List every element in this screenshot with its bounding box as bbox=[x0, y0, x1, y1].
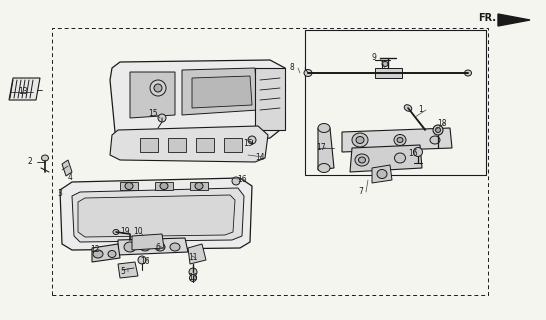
Text: 16: 16 bbox=[237, 175, 247, 185]
Polygon shape bbox=[118, 238, 188, 255]
Text: 7: 7 bbox=[358, 188, 363, 196]
Text: 10: 10 bbox=[133, 228, 143, 236]
Ellipse shape bbox=[138, 256, 146, 264]
Ellipse shape bbox=[433, 125, 443, 135]
Polygon shape bbox=[255, 68, 285, 130]
Ellipse shape bbox=[108, 251, 116, 258]
Polygon shape bbox=[110, 60, 285, 142]
Ellipse shape bbox=[195, 182, 203, 189]
Ellipse shape bbox=[232, 177, 240, 185]
Ellipse shape bbox=[356, 137, 364, 143]
Ellipse shape bbox=[318, 124, 330, 132]
Ellipse shape bbox=[160, 182, 168, 189]
Polygon shape bbox=[62, 160, 72, 176]
Text: 16: 16 bbox=[188, 274, 198, 283]
Ellipse shape bbox=[352, 133, 368, 147]
Text: 17: 17 bbox=[316, 143, 325, 153]
Polygon shape bbox=[92, 244, 120, 262]
Ellipse shape bbox=[318, 164, 330, 172]
Ellipse shape bbox=[430, 136, 440, 144]
Polygon shape bbox=[155, 182, 173, 190]
Ellipse shape bbox=[170, 243, 180, 251]
Text: 6: 6 bbox=[155, 244, 160, 252]
Text: 15: 15 bbox=[148, 109, 158, 118]
Ellipse shape bbox=[377, 170, 387, 179]
Ellipse shape bbox=[150, 80, 166, 96]
Polygon shape bbox=[182, 68, 258, 115]
Ellipse shape bbox=[124, 242, 136, 252]
Polygon shape bbox=[72, 188, 244, 242]
Text: FR.: FR. bbox=[478, 13, 496, 23]
Ellipse shape bbox=[304, 69, 312, 76]
Ellipse shape bbox=[155, 243, 165, 251]
Text: 13: 13 bbox=[18, 87, 28, 97]
Text: 4: 4 bbox=[68, 173, 73, 182]
Text: 19: 19 bbox=[120, 228, 129, 236]
Text: 8: 8 bbox=[290, 63, 295, 73]
Polygon shape bbox=[78, 195, 235, 237]
Polygon shape bbox=[372, 165, 392, 183]
Polygon shape bbox=[140, 138, 158, 152]
Bar bbox=[52, 28, 488, 295]
Polygon shape bbox=[132, 234, 164, 250]
Polygon shape bbox=[9, 78, 40, 100]
Text: 1: 1 bbox=[418, 106, 423, 115]
Text: 12: 12 bbox=[90, 245, 99, 254]
Ellipse shape bbox=[404, 105, 412, 111]
Ellipse shape bbox=[158, 114, 166, 122]
Ellipse shape bbox=[125, 182, 133, 189]
Ellipse shape bbox=[189, 268, 197, 276]
Ellipse shape bbox=[436, 127, 441, 132]
Polygon shape bbox=[224, 138, 242, 152]
Ellipse shape bbox=[41, 155, 49, 161]
Ellipse shape bbox=[382, 61, 388, 67]
Polygon shape bbox=[120, 182, 138, 190]
Ellipse shape bbox=[248, 136, 256, 144]
Text: 16: 16 bbox=[408, 148, 418, 157]
Polygon shape bbox=[190, 182, 208, 190]
Ellipse shape bbox=[465, 70, 472, 76]
Ellipse shape bbox=[394, 134, 406, 146]
Ellipse shape bbox=[359, 157, 365, 163]
Polygon shape bbox=[188, 244, 206, 264]
Ellipse shape bbox=[93, 250, 103, 258]
Bar bbox=[305, 30, 486, 175]
Text: 16: 16 bbox=[140, 258, 150, 267]
Ellipse shape bbox=[395, 153, 406, 163]
Ellipse shape bbox=[189, 275, 197, 282]
Polygon shape bbox=[375, 68, 402, 78]
Polygon shape bbox=[130, 72, 175, 118]
Polygon shape bbox=[110, 126, 268, 162]
Ellipse shape bbox=[397, 138, 403, 142]
Text: 5: 5 bbox=[120, 268, 125, 276]
Polygon shape bbox=[118, 262, 138, 278]
Ellipse shape bbox=[413, 148, 423, 156]
Ellipse shape bbox=[154, 84, 162, 92]
Ellipse shape bbox=[140, 243, 150, 251]
Polygon shape bbox=[60, 178, 252, 250]
Text: 9: 9 bbox=[372, 53, 377, 62]
Text: 3: 3 bbox=[57, 188, 62, 197]
Polygon shape bbox=[192, 76, 252, 108]
Polygon shape bbox=[196, 138, 214, 152]
Polygon shape bbox=[342, 128, 452, 152]
Text: 15: 15 bbox=[243, 139, 253, 148]
Text: 11: 11 bbox=[188, 253, 198, 262]
Text: 14: 14 bbox=[255, 153, 265, 162]
Text: 2: 2 bbox=[28, 157, 33, 166]
Polygon shape bbox=[498, 14, 530, 26]
Ellipse shape bbox=[113, 229, 119, 235]
Polygon shape bbox=[350, 145, 422, 172]
Ellipse shape bbox=[355, 154, 369, 166]
Text: 18: 18 bbox=[437, 118, 447, 127]
Polygon shape bbox=[318, 128, 334, 170]
Polygon shape bbox=[168, 138, 186, 152]
